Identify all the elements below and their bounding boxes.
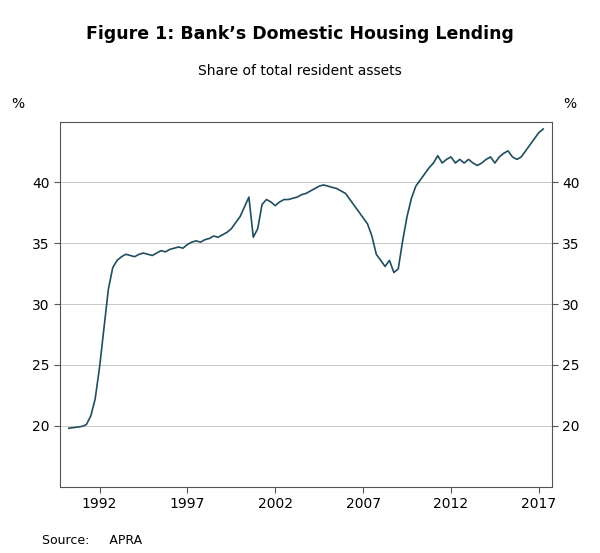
Text: %: % — [563, 97, 576, 111]
Text: %: % — [11, 97, 25, 111]
Text: Source:     APRA: Source: APRA — [42, 534, 142, 547]
Text: Share of total resident assets: Share of total resident assets — [198, 64, 402, 77]
Text: Figure 1: Bank’s Domestic Housing Lending: Figure 1: Bank’s Domestic Housing Lendin… — [86, 25, 514, 43]
